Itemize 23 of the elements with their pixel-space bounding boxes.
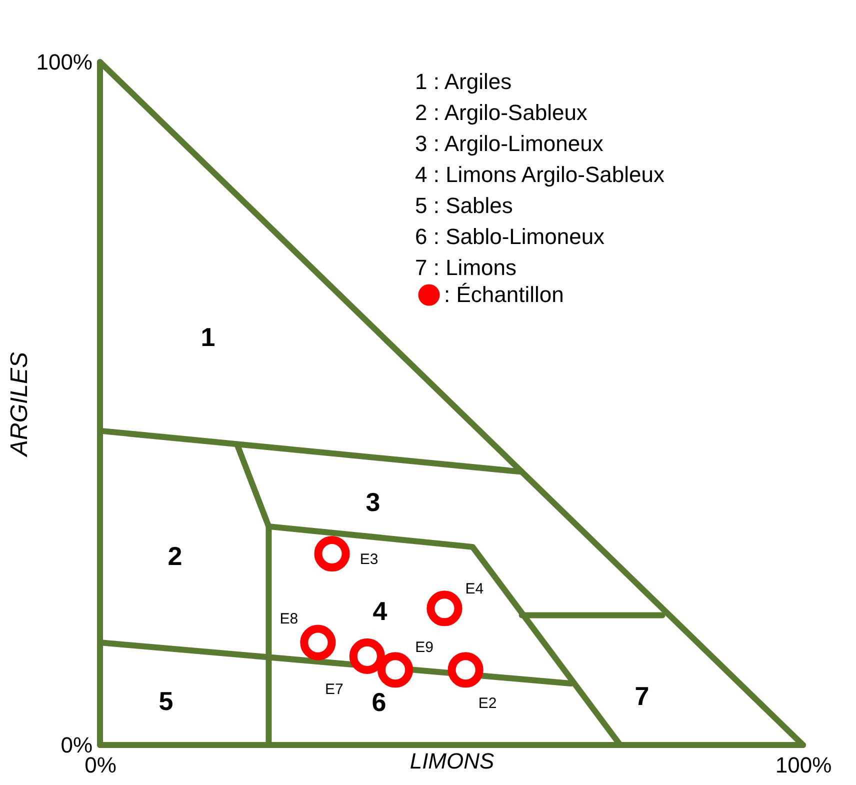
annotation: 4 : Limons Argilo-Sableux bbox=[415, 162, 664, 187]
annotation: 7 : Limons bbox=[415, 255, 516, 280]
annotation: 2 bbox=[168, 541, 182, 571]
annotation: 1 : Argiles bbox=[415, 69, 512, 94]
annotation: 3 : Argilo-Limoneux bbox=[415, 131, 604, 156]
annotation: 6 bbox=[372, 687, 386, 717]
data-label: E7 bbox=[324, 681, 344, 698]
data-label: E3 bbox=[360, 550, 378, 568]
y-axis-title: ARGILES bbox=[6, 352, 34, 458]
data-label: E4 bbox=[465, 580, 484, 598]
annotation: 6 : Sablo-Limoneux bbox=[415, 224, 605, 249]
annotation: 5 bbox=[158, 686, 174, 716]
data-label: E9 bbox=[415, 638, 434, 656]
annotation: 2 : Argilo-Sableux bbox=[415, 100, 588, 125]
annotation: 3 bbox=[366, 487, 380, 517]
annotation: 7 bbox=[634, 681, 650, 711]
annotation: 4 bbox=[372, 596, 388, 626]
annotation: 1 bbox=[200, 322, 216, 352]
data-label: E8 bbox=[280, 610, 298, 628]
x-axis-title: LIMONS bbox=[410, 748, 494, 774]
data-label: E2 bbox=[478, 694, 497, 712]
legend-label: : Échantillon bbox=[444, 282, 564, 307]
annotation: 5 : Sables bbox=[415, 193, 513, 218]
